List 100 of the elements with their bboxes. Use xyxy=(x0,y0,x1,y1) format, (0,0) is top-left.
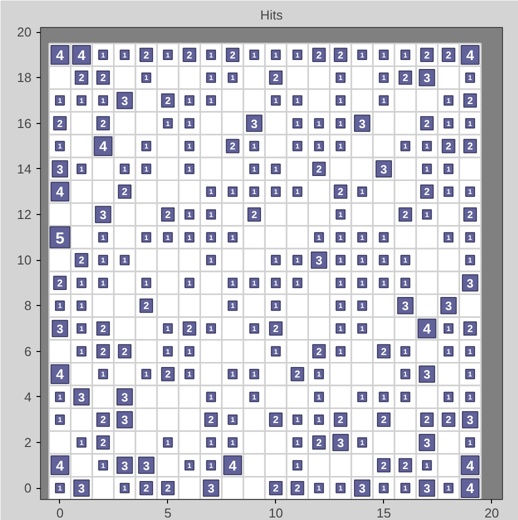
data-label: 2 xyxy=(144,301,150,312)
data-label: 2 xyxy=(273,415,280,426)
data-label: 2 xyxy=(467,210,474,221)
data-label: 2 xyxy=(424,187,430,198)
data-label: 2 xyxy=(144,50,150,62)
x-tick-label: 5 xyxy=(164,506,172,520)
y-tick-label: 14 xyxy=(17,161,32,176)
data-label: 2 xyxy=(100,73,106,84)
data-label: 2 xyxy=(251,210,258,221)
data-label: 2 xyxy=(424,415,430,426)
data-label: 2 xyxy=(316,164,322,176)
data-label: 4 xyxy=(228,457,237,474)
data-label: 4 xyxy=(423,320,432,336)
x-tick-label: 0 xyxy=(56,506,64,520)
data-label: 2 xyxy=(338,415,344,426)
chart-title: Hits xyxy=(260,8,284,22)
data-label: 4 xyxy=(466,46,474,63)
data-label: 3 xyxy=(121,413,128,428)
data-label: 3 xyxy=(121,458,128,473)
data-label: 2 xyxy=(57,118,64,130)
data-label: 2 xyxy=(230,50,236,62)
data-label: 2 xyxy=(380,460,387,472)
y-tick-label: 6 xyxy=(24,344,32,359)
data-label: 3 xyxy=(56,322,64,336)
data-label: 2 xyxy=(100,346,106,358)
y-tick-label: 4 xyxy=(24,389,32,404)
data-label: 4 xyxy=(466,457,474,474)
data-label: 2 xyxy=(208,415,214,426)
data-label: 3 xyxy=(78,482,86,496)
y-tick-label: 10 xyxy=(17,252,32,268)
data-label: 3 xyxy=(358,116,366,131)
data-label: 3 xyxy=(208,482,215,496)
data-label: 2 xyxy=(424,118,430,130)
data-label: 2 xyxy=(165,96,172,107)
data-label: 3 xyxy=(466,413,474,428)
data-label: 3 xyxy=(100,208,107,222)
data-label: 4 xyxy=(56,184,64,200)
data-label: 2 xyxy=(165,370,172,381)
data-label: 3 xyxy=(466,276,474,290)
data-label: 3 xyxy=(380,162,388,176)
data-label: 3 xyxy=(250,116,258,131)
data-label: 2 xyxy=(78,256,85,267)
data-label: 2 xyxy=(294,484,301,495)
data-label: 3 xyxy=(121,390,128,404)
data-label: 4 xyxy=(99,138,108,154)
data-label: 3 xyxy=(78,390,86,404)
data-label: 3 xyxy=(337,436,344,450)
data-label: 4 xyxy=(78,46,86,63)
data-label: 2 xyxy=(122,187,128,198)
data-label: 4 xyxy=(56,46,64,63)
data-label: 4 xyxy=(56,457,64,474)
data-label: 3 xyxy=(402,299,410,314)
data-label: 3 xyxy=(56,162,64,176)
y-tick-label: 2 xyxy=(24,434,32,450)
data-label: 2 xyxy=(424,50,430,62)
data-label: 2 xyxy=(402,460,409,472)
data-label: 3 xyxy=(142,458,150,473)
data-label: 2 xyxy=(380,346,387,358)
x-tick-label: 15 xyxy=(376,506,391,520)
data-label: 2 xyxy=(338,187,344,198)
data-label: 2 xyxy=(446,50,452,62)
data-label: 2 xyxy=(57,278,64,290)
data-label: 3 xyxy=(424,71,431,86)
y-tick-label: 18 xyxy=(17,70,32,86)
data-label: 2 xyxy=(100,118,106,130)
data-label: 2 xyxy=(467,324,474,335)
y-tick-label: 12 xyxy=(17,206,32,222)
y-tick-label: 0 xyxy=(24,480,32,496)
data-label: 2 xyxy=(446,142,452,153)
data-label: 2 xyxy=(446,415,452,426)
data-label: 2 xyxy=(100,324,106,335)
data-label: 3 xyxy=(424,368,431,382)
data-label: 2 xyxy=(467,142,474,153)
data-label: 2 xyxy=(186,324,193,335)
data-label: 2 xyxy=(273,324,280,335)
data-label: 5 xyxy=(55,230,64,248)
data-label: 2 xyxy=(78,73,85,84)
data-label: 3 xyxy=(358,482,366,496)
data-label: 2 xyxy=(273,484,280,495)
data-label: 2 xyxy=(402,210,409,221)
data-label: 2 xyxy=(165,484,172,495)
data-label: 2 xyxy=(230,142,236,153)
data-label: 2 xyxy=(316,50,322,62)
data-label: 2 xyxy=(294,370,301,381)
data-label: 3 xyxy=(424,482,431,496)
data-label: 4 xyxy=(466,480,474,496)
data-label: 2 xyxy=(186,50,193,62)
data-label: 2 xyxy=(467,96,474,107)
x-tick-label: 20 xyxy=(484,506,499,520)
data-label: 2 xyxy=(338,50,344,62)
data-label: 3 xyxy=(445,299,452,314)
data-label: 3 xyxy=(121,94,128,108)
data-label: 2 xyxy=(144,484,150,495)
y-tick-label: 8 xyxy=(24,298,32,314)
data-label: 2 xyxy=(316,438,322,449)
y-tick-label: 20 xyxy=(17,24,32,40)
data-label: 3 xyxy=(424,436,431,450)
data-label: 2 xyxy=(402,73,409,84)
data-label: 4 xyxy=(56,366,64,382)
data-label: 2 xyxy=(100,415,106,426)
